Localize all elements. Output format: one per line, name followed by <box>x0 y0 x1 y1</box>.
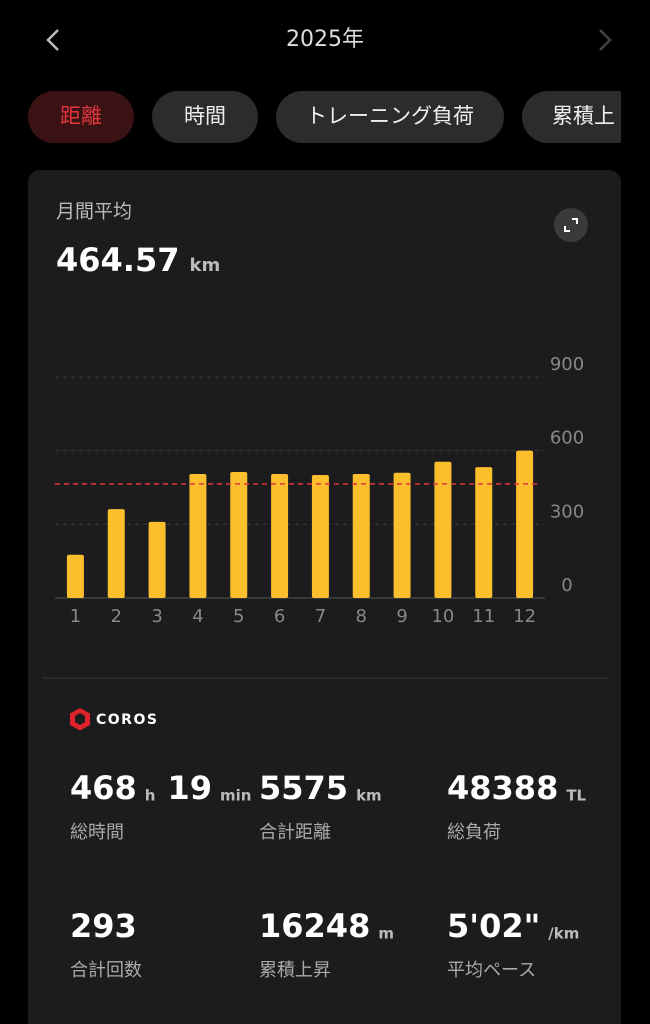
y-tick-label: 0 <box>561 575 572 596</box>
x-tick-label: 1 <box>70 606 81 627</box>
stat-label: 合計距離 <box>259 822 331 843</box>
x-tick-label: 3 <box>151 606 162 627</box>
tab[interactable]: トレーニング負荷 <box>276 91 504 143</box>
stat-value: 48388 <box>447 769 558 807</box>
x-tick-label: 2 <box>111 606 122 627</box>
stat-label: 平均ペース <box>447 960 536 981</box>
tab[interactable]: 時間 <box>152 91 258 143</box>
bar <box>393 472 411 598</box>
stat-unit: h <box>145 787 156 805</box>
prev-arrow[interactable] <box>46 29 59 51</box>
x-tick-label: 10 <box>431 606 454 627</box>
stat-value: 293 <box>70 907 137 945</box>
x-tick-label: 7 <box>315 606 326 627</box>
bar <box>516 450 534 598</box>
tab-bar: 距離 時間 トレーニング負荷 累積上 <box>28 91 645 143</box>
expand-icon <box>564 218 578 232</box>
stat-label: 総負荷 <box>447 822 501 843</box>
stat-unit: km <box>356 787 382 805</box>
bar <box>107 509 125 598</box>
x-tick-label: 5 <box>233 606 244 627</box>
stat-value: 16248 <box>259 907 370 945</box>
average-value: 464.57 <box>56 241 179 279</box>
tab-pill <box>152 91 258 143</box>
stat-unit: m <box>378 925 394 943</box>
chart-title: 月間平均 <box>56 201 132 223</box>
tab[interactable]: 累積上 <box>522 91 645 143</box>
stats: 468 h 19 min 総時間 5575 km 合計距離 48388 TL 総負荷 293 合計回数 1… <box>70 769 587 981</box>
stat-unit: TL <box>566 787 586 805</box>
year-title: 2025年 <box>286 27 364 52</box>
tab-pill <box>28 91 134 143</box>
tab-pill <box>522 91 621 143</box>
tab-label: 時間 <box>184 104 226 128</box>
brand-logo <box>70 708 90 731</box>
bar <box>475 467 493 598</box>
x-tick-label: 12 <box>513 606 536 627</box>
next-arrow <box>599 29 612 51</box>
tab-label: トレーニング負荷 <box>306 104 474 128</box>
stat-label: 累積上昇 <box>259 960 331 981</box>
stat-value: 468 <box>70 769 137 807</box>
stat-value: 5'02" <box>447 907 540 945</box>
bar <box>230 472 248 598</box>
x-tick-label: 11 <box>472 606 495 627</box>
tab-label: 累積上 <box>552 104 615 128</box>
tab-pill <box>276 91 504 143</box>
x-tick-label: 4 <box>192 606 203 627</box>
stat-value: 5575 <box>259 769 348 807</box>
bar <box>66 554 84 598</box>
stat-label: 総時間 <box>70 822 124 843</box>
x-tick-label: 9 <box>396 606 407 627</box>
stat-unit: /km <box>548 925 579 943</box>
bar <box>311 474 329 598</box>
bar <box>189 473 207 598</box>
bar <box>352 473 370 598</box>
average-unit: km <box>189 255 220 276</box>
expand-button[interactable] <box>554 208 588 242</box>
tab[interactable]: 距離 <box>28 91 134 143</box>
x-tick-label: 8 <box>356 606 367 627</box>
bar <box>271 473 289 598</box>
brand-name: COROS <box>96 712 158 728</box>
y-tick-label: 300 <box>550 501 584 522</box>
bar <box>434 461 452 598</box>
tab-label: 距離 <box>60 104 102 128</box>
stat-value: 19 <box>167 769 212 807</box>
stat-unit: min <box>220 787 251 805</box>
y-tick-label: 900 <box>550 354 584 375</box>
stat-label: 合計回数 <box>70 960 142 981</box>
x-tick-label: 6 <box>274 606 285 627</box>
bar <box>148 521 166 598</box>
y-tick-label: 600 <box>550 428 584 449</box>
